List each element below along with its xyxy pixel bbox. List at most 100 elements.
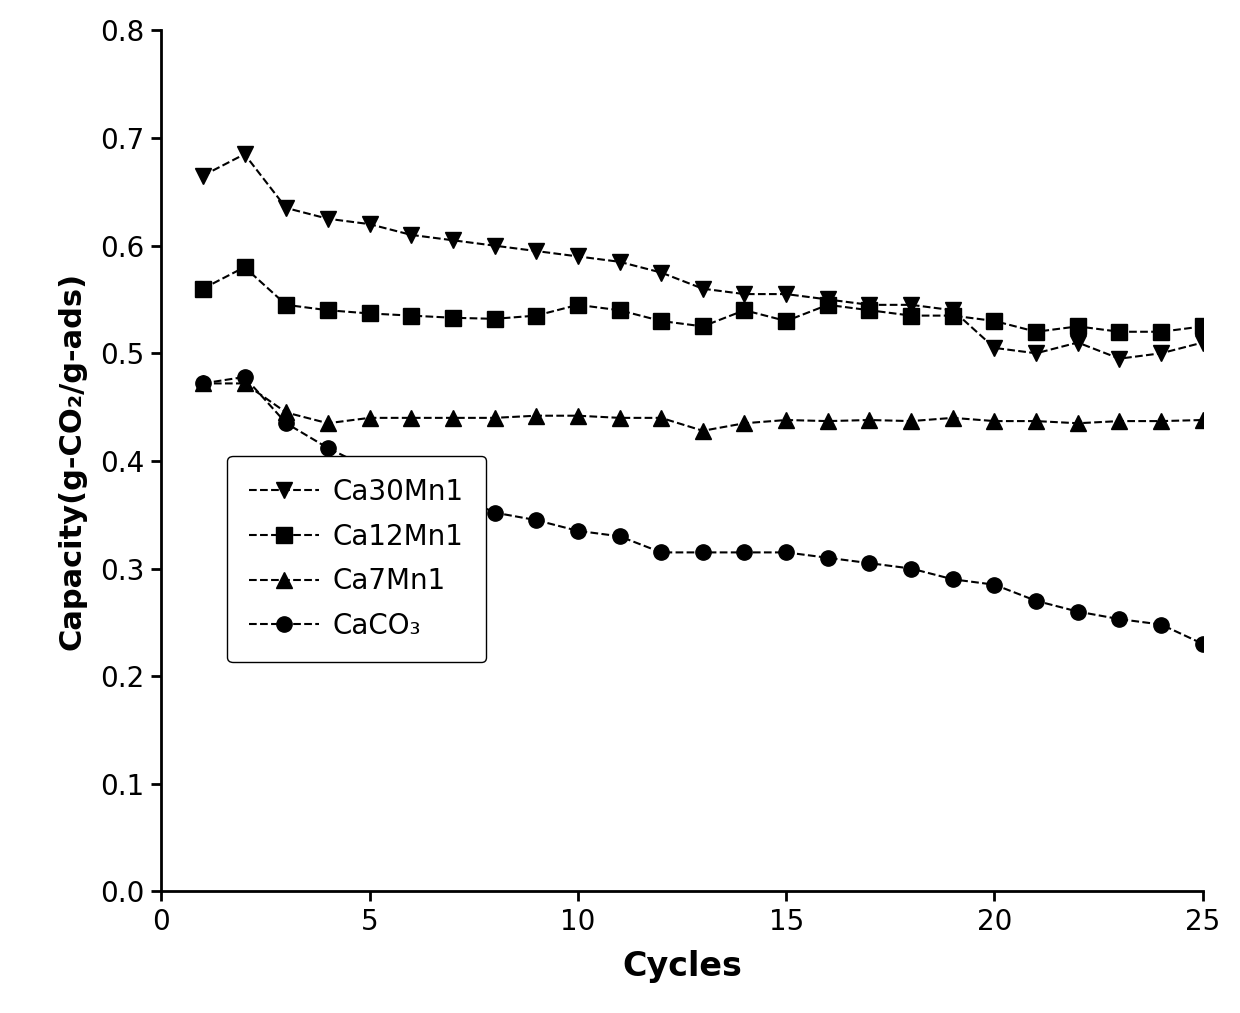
CaCO₃: [528, 514, 543, 526]
Ca7Mn1: [196, 377, 211, 389]
Ca7Mn1: [737, 417, 751, 430]
Ca30Mn1: [653, 266, 668, 279]
CaCO₃: [445, 487, 460, 499]
Ca30Mn1: [528, 245, 543, 257]
CaCO₃: [779, 546, 794, 558]
Ca30Mn1: [945, 304, 960, 316]
CaCO₃: [821, 552, 836, 564]
Ca12Mn1: [196, 283, 211, 295]
Ca30Mn1: [987, 341, 1002, 354]
Ca30Mn1: [1195, 336, 1210, 348]
Ca7Mn1: [696, 424, 711, 437]
Ca12Mn1: [362, 307, 377, 319]
Ca12Mn1: [613, 304, 627, 316]
Ca30Mn1: [320, 213, 335, 225]
Ca30Mn1: [696, 283, 711, 295]
Ca7Mn1: [821, 415, 836, 427]
CaCO₃: [737, 546, 751, 558]
Ca7Mn1: [1070, 417, 1085, 430]
Ca12Mn1: [279, 299, 294, 311]
Ca30Mn1: [779, 288, 794, 300]
Ca7Mn1: [1153, 415, 1168, 427]
Ca30Mn1: [237, 148, 252, 160]
Ca12Mn1: [320, 304, 335, 316]
CaCO₃: [1112, 613, 1127, 625]
Ca30Mn1: [362, 218, 377, 230]
Ca7Mn1: [487, 411, 502, 423]
Ca7Mn1: [779, 414, 794, 426]
Ca7Mn1: [945, 411, 960, 423]
Line: Ca30Mn1: Ca30Mn1: [195, 147, 1210, 367]
Ca12Mn1: [904, 310, 919, 322]
CaCO₃: [570, 525, 585, 537]
Ca30Mn1: [196, 169, 211, 181]
Ca12Mn1: [821, 299, 836, 311]
Ca30Mn1: [904, 299, 919, 311]
Ca30Mn1: [1112, 353, 1127, 365]
Ca12Mn1: [1153, 326, 1168, 338]
X-axis label: Cycles: Cycles: [622, 950, 742, 983]
CaCO₃: [487, 506, 502, 519]
Ca30Mn1: [487, 239, 502, 251]
Ca7Mn1: [445, 411, 460, 423]
CaCO₃: [653, 546, 668, 558]
CaCO₃: [1029, 595, 1044, 607]
CaCO₃: [320, 442, 335, 454]
CaCO₃: [696, 546, 711, 558]
Line: Ca7Mn1: Ca7Mn1: [195, 376, 1210, 439]
Ca12Mn1: [696, 320, 711, 332]
Ca7Mn1: [653, 411, 668, 423]
Ca12Mn1: [1112, 326, 1127, 338]
CaCO₃: [362, 462, 377, 474]
Ca12Mn1: [945, 310, 960, 322]
CaCO₃: [237, 371, 252, 383]
Ca12Mn1: [779, 315, 794, 327]
Ca7Mn1: [1029, 415, 1044, 427]
CaCO₃: [613, 530, 627, 542]
Ca12Mn1: [237, 261, 252, 274]
Ca12Mn1: [528, 310, 543, 322]
CaCO₃: [404, 478, 419, 490]
Ca7Mn1: [528, 409, 543, 421]
Ca12Mn1: [653, 315, 668, 327]
Ca7Mn1: [279, 406, 294, 418]
Ca12Mn1: [737, 304, 751, 316]
Ca7Mn1: [1195, 414, 1210, 426]
Ca12Mn1: [862, 304, 877, 316]
CaCO₃: [987, 578, 1002, 591]
CaCO₃: [196, 377, 211, 389]
Ca30Mn1: [821, 294, 836, 306]
Ca12Mn1: [570, 299, 585, 311]
Ca7Mn1: [613, 411, 627, 423]
Ca12Mn1: [487, 313, 502, 325]
CaCO₃: [904, 562, 919, 574]
Ca7Mn1: [404, 411, 419, 423]
Ca12Mn1: [1195, 320, 1210, 332]
Ca12Mn1: [1070, 320, 1085, 332]
Ca30Mn1: [404, 229, 419, 241]
Ca30Mn1: [445, 234, 460, 246]
Ca30Mn1: [279, 202, 294, 214]
Ca30Mn1: [1070, 336, 1085, 348]
Ca12Mn1: [404, 310, 419, 322]
Line: CaCO₃: CaCO₃: [195, 370, 1210, 651]
Ca7Mn1: [237, 377, 252, 389]
Ca7Mn1: [987, 415, 1002, 427]
CaCO₃: [945, 573, 960, 586]
CaCO₃: [1195, 638, 1210, 650]
Ca30Mn1: [737, 288, 751, 300]
Ca30Mn1: [862, 299, 877, 311]
Ca7Mn1: [570, 409, 585, 421]
Ca12Mn1: [987, 315, 1002, 327]
Y-axis label: Capacity(g-CO₂/g-ads): Capacity(g-CO₂/g-ads): [57, 271, 87, 650]
Ca30Mn1: [1153, 347, 1168, 360]
Line: Ca12Mn1: Ca12Mn1: [195, 259, 1210, 339]
Ca30Mn1: [570, 250, 585, 262]
Ca7Mn1: [904, 415, 919, 427]
Ca7Mn1: [1112, 415, 1127, 427]
Ca7Mn1: [362, 411, 377, 423]
CaCO₃: [1153, 618, 1168, 630]
Ca7Mn1: [320, 417, 335, 430]
Ca12Mn1: [445, 312, 460, 324]
Ca7Mn1: [862, 414, 877, 426]
